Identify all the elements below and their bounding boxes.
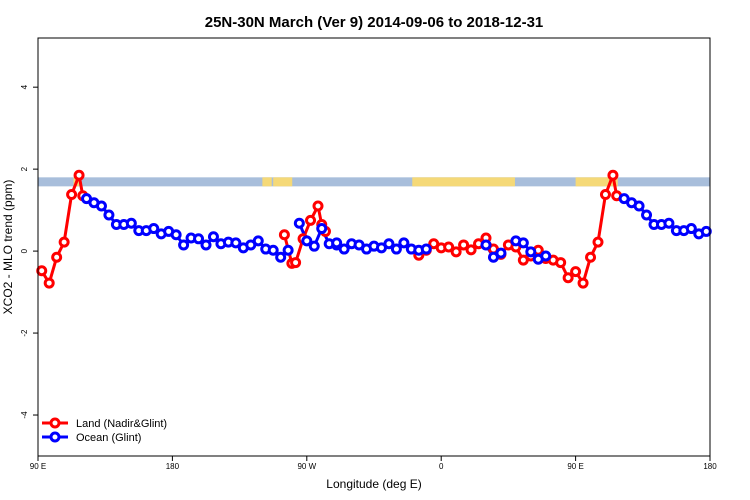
ocean-point bbox=[308, 240, 320, 252]
map-strip-land-4 bbox=[575, 177, 618, 187]
land-point bbox=[43, 277, 55, 289]
ocean-point bbox=[103, 209, 115, 221]
plot-frame bbox=[37, 37, 711, 457]
land-point bbox=[607, 169, 619, 181]
land-point bbox=[66, 189, 78, 201]
land-point bbox=[570, 266, 582, 278]
series-layer bbox=[36, 169, 712, 289]
ocean-point bbox=[316, 223, 328, 235]
ocean-point bbox=[267, 244, 279, 256]
y-axis-label: XCO2 - MLO trend (ppm) bbox=[1, 180, 15, 315]
land-point bbox=[562, 272, 574, 284]
land-point bbox=[290, 257, 302, 269]
land-point bbox=[312, 200, 324, 212]
ocean-point bbox=[633, 200, 645, 212]
ocean-point bbox=[641, 209, 653, 221]
land-point bbox=[450, 246, 462, 258]
ocean-point bbox=[230, 237, 242, 249]
ocean-point bbox=[700, 225, 712, 237]
ocean-point bbox=[178, 239, 190, 251]
map-strip-ocean bbox=[38, 177, 710, 187]
land-point bbox=[555, 257, 567, 269]
land-point bbox=[73, 169, 85, 181]
y-axis: -4 -2 0 2 4 bbox=[20, 84, 38, 419]
ocean-point bbox=[301, 235, 313, 247]
ocean-point bbox=[540, 250, 552, 262]
land-point bbox=[592, 236, 604, 248]
land-point bbox=[465, 244, 477, 256]
ocean-point bbox=[495, 247, 507, 259]
ocean-point bbox=[517, 237, 529, 249]
map-strip-land-2 bbox=[273, 177, 293, 187]
x-tick-label: 90 E bbox=[567, 462, 583, 471]
ocean-point bbox=[293, 217, 305, 229]
ocean-point bbox=[282, 244, 294, 256]
legend-land-label: Land (Nadir&Glint) bbox=[76, 418, 167, 430]
land-point bbox=[458, 239, 470, 251]
y-tick-label: -4 bbox=[20, 411, 29, 419]
map-strip-land-3 bbox=[412, 177, 515, 187]
ocean-point bbox=[200, 239, 212, 251]
y-tick-label: -2 bbox=[20, 329, 29, 337]
land-point bbox=[58, 236, 70, 248]
land-point bbox=[51, 251, 63, 263]
ocean-point bbox=[663, 217, 675, 229]
ocean-point bbox=[125, 217, 137, 229]
ocean-point bbox=[390, 243, 402, 255]
ocean-point bbox=[207, 231, 219, 243]
land-point bbox=[443, 241, 455, 253]
ocean-point bbox=[383, 238, 395, 250]
x-tick-label: 180 bbox=[703, 462, 717, 471]
y-tick-label: 2 bbox=[20, 166, 29, 171]
ocean-point bbox=[525, 246, 537, 258]
x-axis-label: Longitude (deg E) bbox=[326, 477, 421, 491]
x-axis: 90 E 180 90 W 0 90 E 180 bbox=[30, 456, 717, 471]
ocean-point bbox=[420, 243, 432, 255]
ocean-point bbox=[398, 237, 410, 249]
land-series-line-2 bbox=[417, 173, 619, 285]
ocean-point bbox=[252, 235, 264, 247]
ocean-point bbox=[685, 223, 697, 235]
ocean-point bbox=[275, 251, 287, 263]
chart-title: 25N-30N March (Ver 9) 2014-09-06 to 2018… bbox=[205, 14, 544, 31]
y-tick-label: 4 bbox=[20, 84, 29, 89]
y-tick-label: 0 bbox=[20, 248, 29, 253]
ocean-point bbox=[193, 233, 205, 245]
land-point bbox=[305, 214, 317, 226]
legend-ocean-label: Ocean (Glint) bbox=[76, 432, 141, 444]
ocean-point bbox=[331, 237, 343, 249]
ocean-point bbox=[95, 200, 107, 212]
ocean-point bbox=[338, 243, 350, 255]
x-tick-label: 0 bbox=[439, 462, 444, 471]
map-strip-land-1 bbox=[262, 177, 272, 187]
land-point bbox=[577, 277, 589, 289]
x-tick-label: 90 W bbox=[297, 462, 316, 471]
land-series-line-0 bbox=[40, 173, 85, 285]
x-tick-label: 90 E bbox=[30, 462, 46, 471]
land-point bbox=[278, 229, 290, 241]
legend-land-marker bbox=[49, 417, 61, 429]
ocean-point bbox=[148, 223, 160, 235]
land-point bbox=[585, 251, 597, 263]
legend-ocean-marker bbox=[49, 431, 61, 443]
land-point bbox=[36, 265, 48, 277]
ocean-point bbox=[480, 239, 492, 251]
x-tick-label: 180 bbox=[166, 462, 180, 471]
ocean-point bbox=[170, 229, 182, 241]
land-point bbox=[599, 189, 611, 201]
legend: Land (Nadir&Glint) Ocean (Glint) bbox=[42, 417, 167, 444]
